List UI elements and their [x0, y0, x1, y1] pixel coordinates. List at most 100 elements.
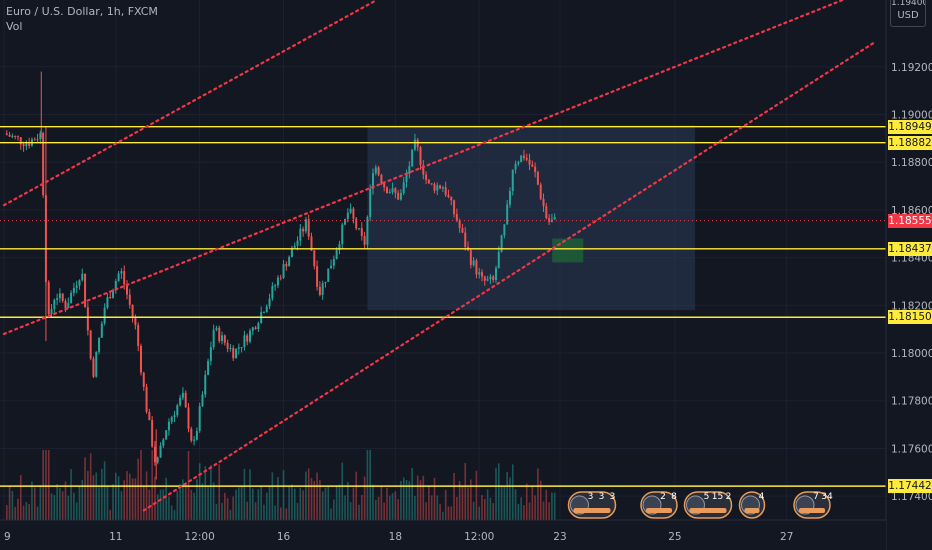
volume-bar — [176, 490, 179, 520]
volume-bar — [428, 485, 430, 520]
volume-bar — [447, 506, 450, 520]
event-count: 5 — [704, 492, 710, 502]
level-price-label[interactable]: 1.17442 — [888, 479, 932, 494]
candle-body — [455, 214, 458, 222]
candle-body — [145, 386, 148, 412]
candle-body — [70, 292, 73, 304]
volume-bar — [73, 492, 75, 520]
economic-event-icon[interactable]: 5 15 2 — [683, 491, 733, 519]
volume-bar — [274, 505, 276, 520]
volume-bar — [78, 485, 81, 520]
candle-body — [204, 374, 207, 395]
volume-bar — [411, 467, 413, 520]
currency-label: USD — [897, 10, 919, 21]
level-price-label[interactable]: 1.18437 — [888, 241, 932, 256]
candle-body — [391, 188, 394, 193]
level-price-label[interactable]: 1.18949 — [888, 119, 932, 134]
candle-body — [103, 307, 106, 324]
candle-body — [265, 306, 268, 313]
time-axis[interactable]: 9 11 12:00 16 18 12:00 23 25 27 — [0, 521, 886, 550]
candle-body — [8, 134, 11, 137]
candle-body — [139, 345, 142, 373]
candle-body — [162, 439, 165, 446]
event-impact-bar — [689, 508, 727, 513]
volume-bar — [394, 491, 397, 520]
volume-bar — [503, 486, 506, 520]
candle-body — [399, 193, 402, 200]
volume-bar — [419, 480, 422, 520]
candle-body — [207, 360, 210, 375]
candle-body — [341, 224, 344, 245]
candle-body — [327, 268, 330, 282]
candle-body — [78, 280, 81, 286]
candle-body — [416, 139, 419, 148]
candle-body — [16, 136, 19, 138]
volume-bar — [145, 471, 148, 520]
currency-badge[interactable]: 1.19400 USD — [890, 0, 926, 27]
volume-bar — [321, 491, 324, 520]
volume-bar — [179, 483, 181, 520]
volume-bar — [458, 481, 461, 520]
volume-bar — [330, 508, 332, 520]
symbol-title[interactable]: Euro / U.S. Dollar, 1h, FXCM — [6, 5, 158, 18]
candle-body — [11, 135, 14, 137]
candle-body — [441, 187, 444, 189]
volume-bar — [95, 472, 98, 520]
channel-lines[interactable] — [2, 0, 875, 512]
candle-body — [176, 405, 179, 416]
volume-bar — [50, 493, 53, 520]
candle-body — [92, 358, 95, 377]
candle-body — [86, 307, 89, 331]
volume-bar — [224, 492, 226, 520]
volume-bar — [548, 502, 550, 520]
candlestick-series — [5, 71, 556, 480]
current-price-label[interactable]: 1.18555 — [888, 213, 932, 228]
volume-bar — [486, 489, 489, 520]
volume-bar — [293, 488, 296, 520]
volume-bar — [425, 502, 427, 520]
volume-bar — [517, 503, 520, 520]
event-impact-bar — [744, 508, 760, 513]
candle-body — [307, 219, 310, 237]
candle-body — [123, 271, 126, 285]
candle-body — [5, 133, 8, 135]
level-price-label[interactable]: 1.18150 — [888, 310, 932, 325]
volume-bar — [545, 489, 548, 520]
candle-body — [193, 439, 196, 441]
volume-bar — [238, 487, 240, 520]
level-price-label[interactable]: 1.18882 — [888, 135, 932, 150]
volume-bar — [347, 482, 349, 520]
economic-event-icon[interactable]: 4 — [738, 491, 766, 519]
candle-body — [148, 411, 151, 421]
volume-bar — [193, 492, 195, 520]
volume-indicator-label[interactable]: Vol — [6, 20, 23, 33]
candle-body — [195, 430, 198, 440]
candle-body — [232, 347, 235, 359]
economic-event-icon[interactable]: 7 34 — [793, 491, 833, 519]
candle-body — [128, 294, 131, 305]
volume-bar — [291, 484, 293, 520]
volume-bar — [156, 494, 159, 520]
volume-bar — [285, 508, 288, 520]
candle-body — [109, 297, 112, 299]
volume-bar — [358, 504, 360, 520]
candle-body — [61, 293, 64, 301]
volume-bar — [388, 495, 391, 520]
candle-body — [167, 421, 170, 431]
candle-body — [366, 217, 369, 245]
candle-body — [472, 260, 475, 266]
volume-bar — [442, 511, 444, 520]
volume-bar — [514, 489, 517, 520]
volume-bar — [492, 503, 494, 520]
price-axis[interactable]: 1.192001.190001.188001.186001.184001.182… — [887, 0, 932, 520]
candle-body — [481, 272, 484, 277]
candle-body — [240, 347, 243, 349]
volume-bar — [240, 485, 243, 520]
economic-events[interactable]: 3 3 3 2 8 5 15 2 4 7 34 — [567, 491, 833, 519]
candle-body — [33, 139, 36, 141]
volume-bar — [243, 468, 246, 520]
candle-body — [464, 232, 467, 247]
